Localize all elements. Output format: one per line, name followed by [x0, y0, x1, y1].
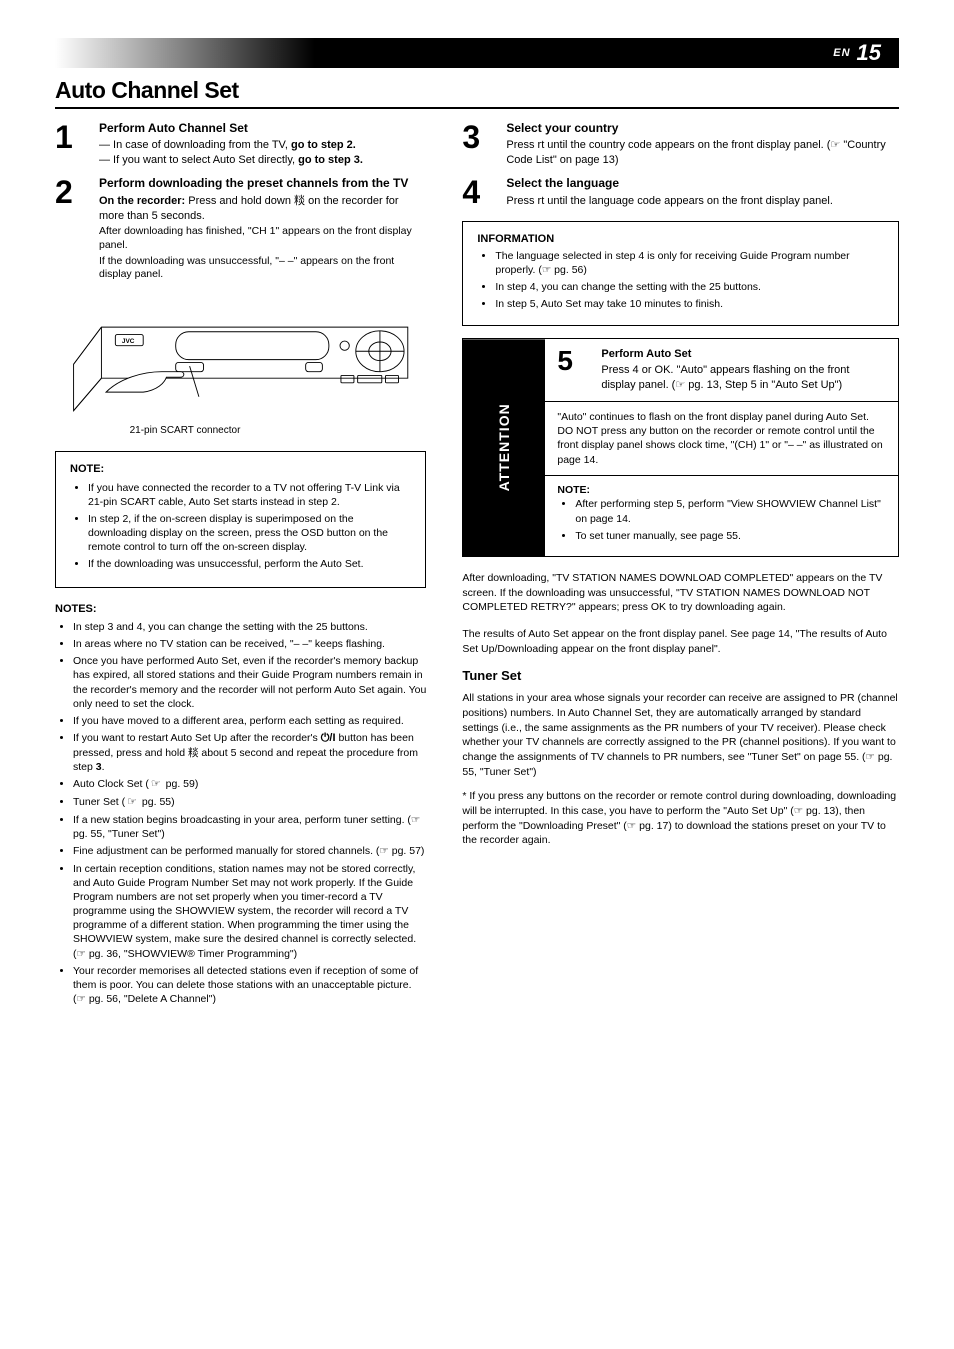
step-5-body: Press 4 or OK. "Auto" appears flashing o…: [601, 363, 886, 393]
list-item: Auto Clock Set ( pg. 59): [73, 777, 426, 792]
vcr-illustration: JVC: [55, 290, 426, 424]
information-title: INFORMATION: [477, 232, 884, 246]
step-2-number: 2: [55, 176, 87, 282]
list-item: In certain reception conditions, station…: [73, 862, 426, 961]
step-5-number: 5: [557, 347, 589, 394]
results-para: The results of Auto Set appear on the fr…: [462, 627, 899, 656]
step-2-note1: After downloading has finished, "CH 1" a…: [99, 225, 426, 252]
information-list: The language selected in step 4 is only …: [477, 249, 884, 312]
lower-notes-block: NOTES: In step 3 and 4, you can change t…: [55, 602, 426, 1007]
list-item: In areas where no TV station can be rece…: [73, 637, 426, 651]
scart-connector-label: 21-pin SCART connector: [110, 424, 260, 437]
attention-table: ATTENTION 5 Perform Auto Set Press 4 or …: [462, 338, 899, 557]
header-black: EN 15: [426, 38, 899, 68]
tuner-set-title: Tuner Set: [462, 668, 899, 685]
list-item: The language selected in step 4 is only …: [495, 249, 884, 277]
list-item: If you have connected the recorder to a …: [88, 481, 411, 509]
list-item: Tuner Set ( pg. 55): [73, 795, 426, 810]
list-item: Your recorder memorises all detected sta…: [73, 964, 426, 1007]
page-header: EN 15: [55, 38, 899, 68]
note-box-left: NOTE: If you have connected the recorder…: [55, 451, 426, 587]
list-item: To set tuner manually, see page 55.: [575, 529, 886, 543]
information-box: INFORMATION The language selected in ste…: [462, 221, 899, 326]
list-item: In step 3 and 4, you can change the sett…: [73, 620, 426, 634]
step-1-line2: — If you want to select Auto Set directl…: [99, 153, 426, 168]
step-3-number: 3: [462, 121, 494, 168]
attention-label: ATTENTION: [463, 339, 545, 556]
step-1-line1: — In case of downloading from the TV, go…: [99, 138, 426, 153]
step-3-title: Select your country: [506, 121, 899, 137]
list-item: If you want to restart Auto Set Up after…: [73, 731, 426, 774]
header-page-number: 15: [857, 39, 881, 68]
reference-icon: [125, 796, 139, 808]
list-item: If a new station begins broadcasting in …: [73, 813, 426, 841]
tuner-set-body: All stations in your area whose signals …: [462, 691, 899, 779]
reference-icon: [149, 778, 163, 790]
attention-note-title: NOTE:: [557, 484, 886, 498]
header-gradient: [55, 38, 426, 68]
attention-step5: 5 Perform Auto Set Press 4 or OK. "Auto"…: [545, 339, 898, 403]
list-item: If you have moved to a different area, p…: [73, 714, 426, 728]
step-5-title: Perform Auto Set: [601, 347, 886, 362]
section-rule: [55, 107, 899, 109]
power-icon: [321, 732, 336, 744]
download-warning: * If you press any buttons on the record…: [462, 789, 899, 848]
attention-note: NOTE: After performing step 5, perform "…: [545, 476, 898, 556]
list-item: In step 5, Auto Set may take 10 minutes …: [495, 297, 884, 311]
step-2-detail: On the recorder: Press and hold down 䊏 o…: [99, 194, 426, 224]
list-item: Once you have performed Auto Set, even i…: [73, 654, 426, 711]
note-box-list: If you have connected the recorder to a …: [70, 481, 411, 572]
step-1-title: Perform Auto Channel Set: [99, 121, 426, 137]
list-item: If the downloading was unsuccessful, per…: [88, 557, 411, 571]
section-title: Auto Channel Set: [55, 76, 899, 106]
step-2-title: Perform downloading the preset channels …: [99, 176, 426, 192]
after-attention-para: After downloading, "TV STATION NAMES DOW…: [462, 571, 899, 615]
step-1: 1 Perform Auto Channel Set — In case of …: [55, 121, 426, 168]
lower-notes-title: NOTES:: [55, 602, 426, 616]
step-2-note2: If the downloading was unsuccessful, "– …: [99, 255, 426, 282]
note-box-title: NOTE:: [70, 462, 411, 476]
list-item: In step 4, you can change the setting wi…: [495, 280, 884, 294]
step-4-body: Press rt until the language code appears…: [506, 194, 899, 209]
lower-notes-list: In step 3 and 4, you can change the sett…: [55, 620, 426, 1006]
step-4-title: Select the language: [506, 176, 899, 192]
header-lang-label: EN: [833, 46, 850, 60]
step-4: 4 Select the language Press rt until the…: [462, 176, 899, 208]
list-item: In step 2, if the on-screen display is s…: [88, 512, 411, 555]
step-3-body: Press rt until the country code appears …: [506, 138, 899, 168]
list-item: After performing step 5, perform "View S…: [575, 497, 886, 525]
attention-step5-note: "Auto" continues to flash on the front d…: [545, 402, 898, 476]
step-1-number: 1: [55, 121, 87, 168]
list-item: Fine adjustment can be performed manuall…: [73, 844, 426, 858]
step-3: 3 Select your country Press rt until the…: [462, 121, 899, 168]
svg-text:JVC: JVC: [122, 338, 135, 345]
step-4-number: 4: [462, 176, 494, 208]
step-2: 2 Perform downloading the preset channel…: [55, 176, 426, 282]
